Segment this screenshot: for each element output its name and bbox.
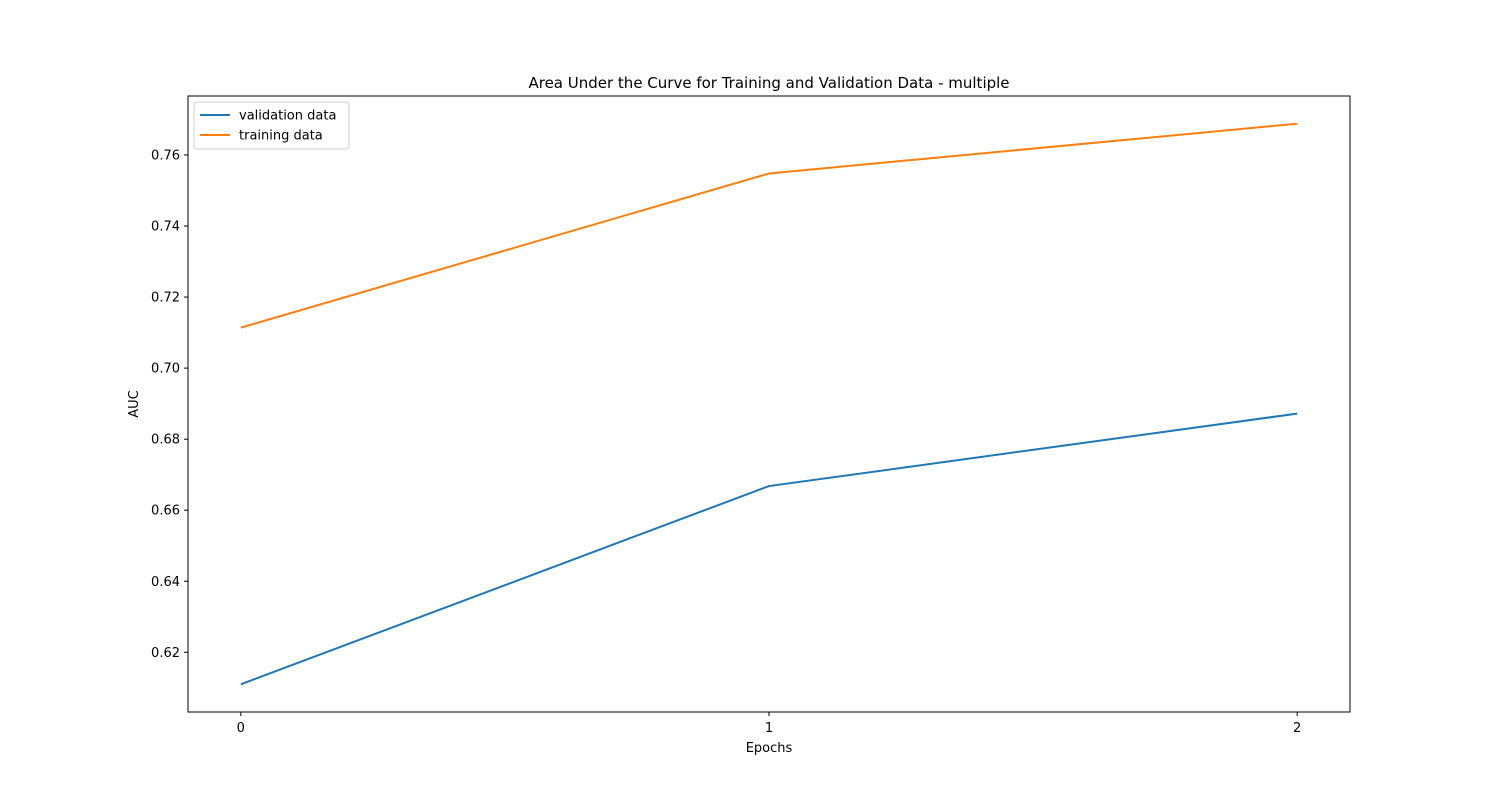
plot-frame (187, 95, 1351, 713)
legend-label: training data (239, 129, 323, 144)
x-tick-label: 1 (765, 721, 773, 736)
legend-box (193, 101, 350, 150)
y-tick-label: 0.66 (151, 504, 180, 519)
y-tick-label: 0.74 (151, 220, 180, 235)
y-tick-label: 0.72 (151, 291, 180, 306)
series-lines (240, 122, 1298, 686)
y-tick-label: 0.76 (151, 148, 180, 163)
legend: validation data training data (193, 101, 350, 150)
y-axis: 0.62 0.64 0.66 0.68 0.70 0.72 0.74 0.76 (151, 148, 188, 661)
chart-title: Area Under the Curve for Training and Va… (528, 74, 1009, 92)
x-tick-label: 2 (1293, 721, 1301, 736)
y-tick-label: 0.68 (151, 433, 180, 448)
x-axis: 0 1 2 (237, 712, 1301, 736)
y-tick-label: 0.70 (151, 362, 180, 377)
legend-label: validation data (239, 109, 336, 124)
series-line-training-data (240, 122, 1298, 329)
y-tick-label: 0.62 (151, 646, 180, 661)
y-tick-label: 0.64 (151, 575, 180, 590)
x-axis-label: Epochs (746, 741, 793, 756)
series-line-validation-data (240, 412, 1298, 686)
x-tick-label: 0 (237, 721, 245, 736)
y-axis-label: AUC (127, 390, 142, 418)
